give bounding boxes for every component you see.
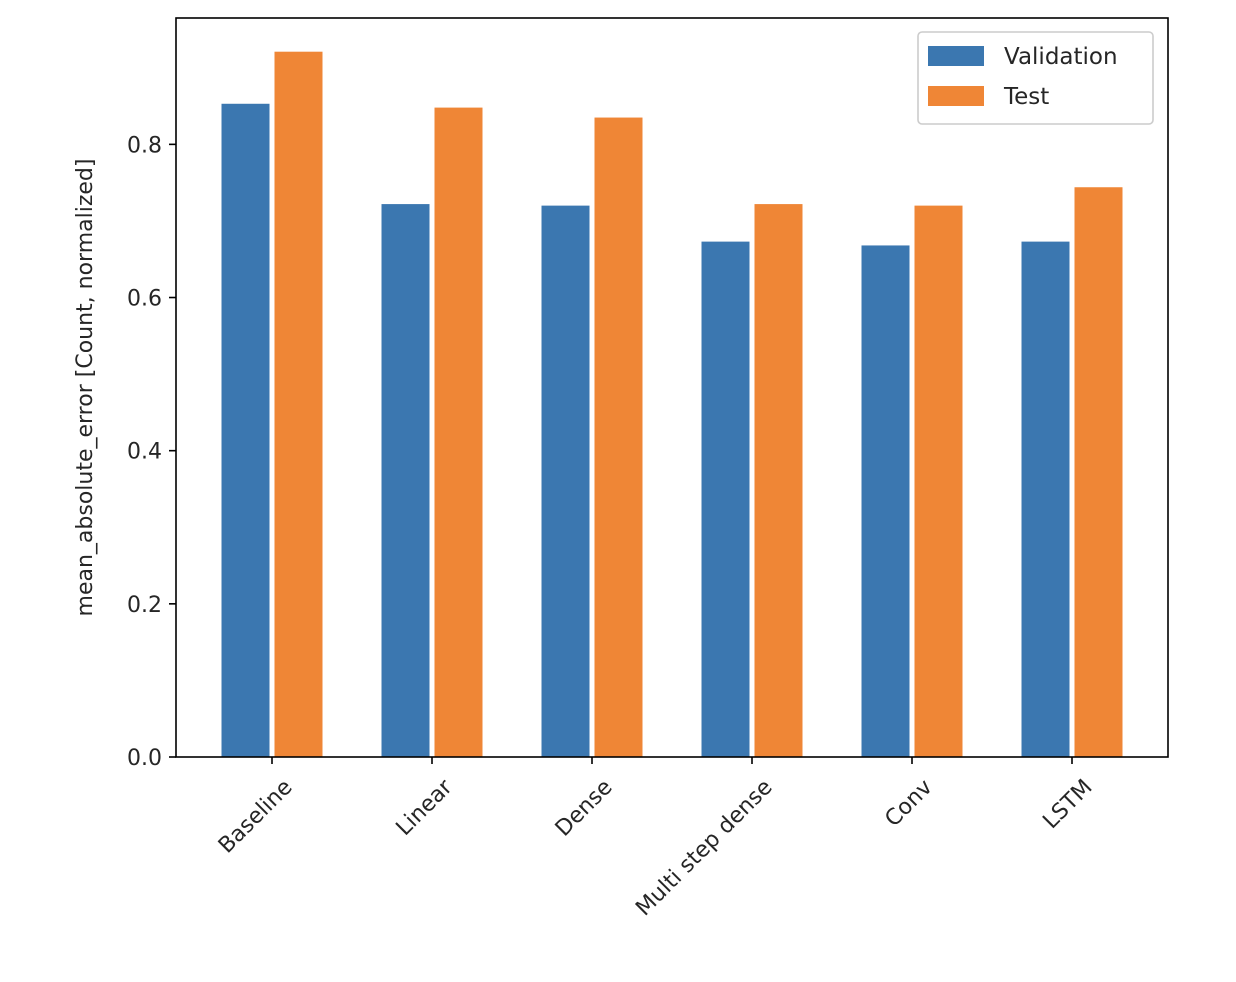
bar-test-dense — [594, 117, 643, 758]
y-axis-ticks: 0.0 0.2 0.4 0.6 0.8 — [127, 133, 176, 771]
bars-group — [221, 51, 1123, 758]
legend-label-validation: Validation — [1004, 44, 1118, 70]
bar-test-conv — [914, 205, 963, 757]
legend-swatch-validation — [928, 46, 984, 66]
bar-validation-conv — [861, 245, 910, 757]
y-tick-label: 0.6 — [127, 287, 162, 312]
y-axis-label: mean_absolute_error [Count, normalized] — [73, 159, 98, 617]
bar-validation-multi-step-dense — [701, 241, 750, 757]
bar-test-lstm — [1074, 187, 1123, 757]
bar-validation-lstm — [1021, 241, 1070, 757]
legend-swatch-test — [928, 86, 984, 106]
bar-validation-dense — [541, 205, 590, 757]
bar-validation-baseline — [221, 103, 270, 757]
y-tick-label: 0.4 — [127, 440, 162, 465]
legend: Validation Test — [917, 31, 1154, 125]
bar-test-multi-step-dense — [754, 204, 803, 757]
y-tick-label: 0.2 — [127, 593, 162, 618]
legend-label-test: Test — [1003, 84, 1049, 110]
plot-frame — [175, 17, 1169, 758]
bar-validation-linear — [381, 204, 430, 757]
bar-test-linear — [434, 107, 483, 758]
y-tick-label: 0.8 — [127, 133, 162, 158]
bar-test-baseline — [274, 51, 323, 758]
y-tick-label: 0.0 — [127, 746, 162, 771]
